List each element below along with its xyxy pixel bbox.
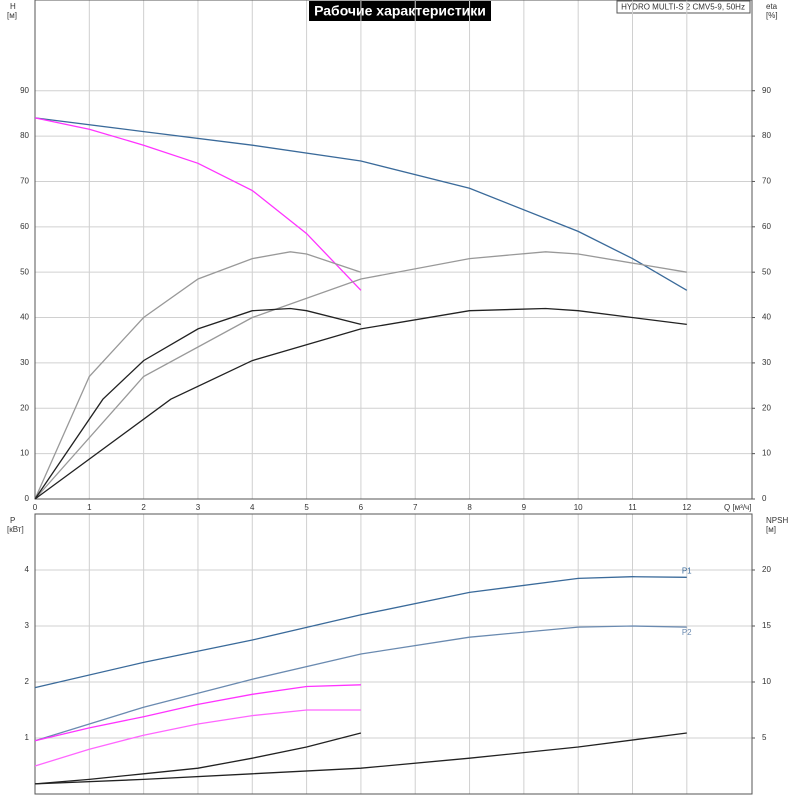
plot-frame — [34, 513, 753, 795]
y-tick-label: 70 — [20, 177, 29, 186]
x-tick-label: 5 — [304, 503, 309, 512]
subtitle: HYDRO MULTI-S 2 CMV5-9, 50Hz — [621, 3, 745, 12]
y-tick-label: 0 — [25, 494, 30, 503]
curve — [34, 576, 687, 689]
y-axis-unit: [кВт] — [7, 525, 24, 534]
y2-tick-label: 20 — [762, 403, 771, 412]
y2-tick-label: 80 — [762, 131, 771, 140]
curve — [34, 251, 687, 500]
y2-tick-label: 10 — [762, 449, 771, 458]
y2-axis-unit: [м] — [766, 525, 776, 534]
y2-axis-label: NPSH — [766, 516, 788, 525]
y2-tick-label: 10 — [762, 677, 771, 686]
curve — [34, 307, 687, 500]
curve — [34, 709, 361, 767]
x-tick-label: 7 — [413, 503, 418, 512]
x-tick-label: 0 — [33, 503, 38, 512]
y2-tick-label: 60 — [762, 222, 771, 231]
x-tick-label: 6 — [359, 503, 364, 512]
plot-frame — [34, 0, 753, 500]
x-tick-label: 10 — [574, 503, 583, 512]
y-tick-label: 30 — [20, 358, 29, 367]
y2-tick-label: 0 — [762, 494, 767, 503]
y2-tick-label: 5 — [762, 733, 767, 742]
x-tick-label: 3 — [196, 503, 201, 512]
y-tick-label: 10 — [20, 449, 29, 458]
x-tick-label: 9 — [522, 503, 527, 512]
y2-tick-label: 15 — [762, 621, 771, 630]
y2-tick-label: 50 — [762, 267, 771, 276]
curve — [34, 117, 362, 291]
y-tick-label: 3 — [25, 621, 30, 630]
y-tick-label: 40 — [20, 313, 29, 322]
x-axis-label: Q [м³/ч] — [724, 503, 751, 512]
curve — [34, 732, 687, 785]
y-tick-label: 20 — [20, 403, 29, 412]
subtitle-box — [616, 0, 751, 14]
curve — [34, 117, 688, 291]
y2-tick-label: 30 — [762, 358, 771, 367]
chart-title: Рабочие характеристики — [314, 3, 486, 19]
y-tick-label: 50 — [20, 267, 29, 276]
y2-tick-label: 90 — [762, 86, 771, 95]
x-tick-label: 12 — [682, 503, 691, 512]
curve — [34, 251, 362, 500]
y-tick-label: 2 — [25, 677, 30, 686]
x-tick-label: 2 — [141, 503, 146, 512]
y2-axis-label: eta — [766, 2, 778, 11]
y-tick-label: 90 — [20, 86, 29, 95]
x-tick-label: 8 — [467, 503, 472, 512]
x-tick-label: 1 — [87, 503, 92, 512]
curve — [34, 684, 361, 742]
y-tick-label: 80 — [20, 131, 29, 140]
curve-label: P1 — [682, 566, 692, 575]
y2-tick-label: 70 — [762, 177, 771, 186]
curve — [34, 732, 362, 785]
title-box — [309, 1, 491, 21]
x-tick-label: 4 — [250, 503, 255, 512]
curve — [34, 307, 362, 500]
y-tick-label: 1 — [25, 733, 30, 742]
y2-axis-unit: [%] — [766, 11, 778, 20]
y-axis-label: P — [10, 516, 15, 525]
x-tick-label: 11 — [628, 503, 637, 512]
y2-tick-label: 40 — [762, 313, 771, 322]
y-axis-label: H — [10, 2, 16, 11]
y-tick-label: 60 — [20, 222, 29, 231]
curve-label: P2 — [682, 628, 692, 637]
curve — [34, 625, 687, 742]
y-tick-label: 4 — [25, 565, 30, 574]
y2-tick-label: 20 — [762, 565, 771, 574]
y-axis-unit: [м] — [7, 11, 17, 20]
